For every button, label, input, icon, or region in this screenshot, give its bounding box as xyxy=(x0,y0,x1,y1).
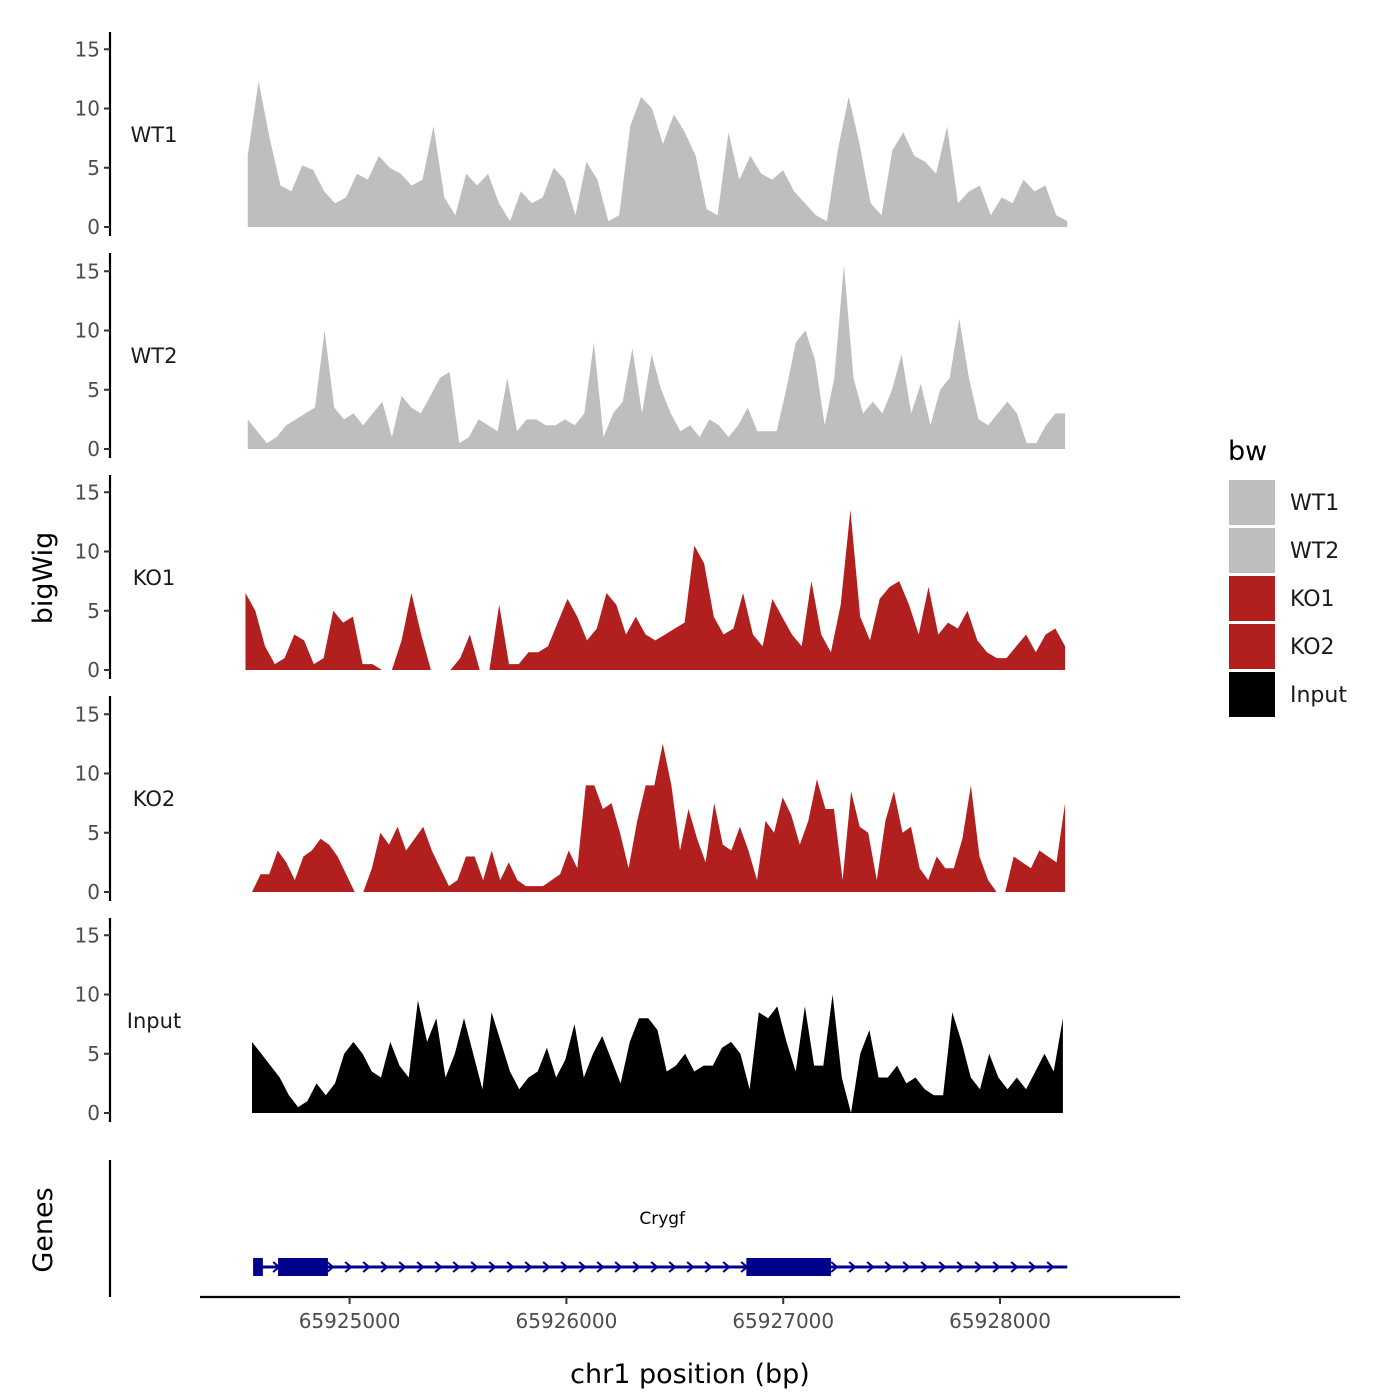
legend-key-ko2 xyxy=(1229,624,1275,669)
legend-key-input xyxy=(1229,672,1275,717)
x-axis-title: chr1 position (bp) xyxy=(570,1359,810,1390)
y-tick-label: 10 xyxy=(75,97,100,121)
strand-chevron xyxy=(830,1261,839,1273)
track-label: WT1 xyxy=(131,123,178,147)
strand-chevron xyxy=(596,1261,605,1273)
area-ko2 xyxy=(252,743,1066,892)
strand-chevron xyxy=(1046,1261,1055,1273)
strand-chevron xyxy=(578,1261,587,1273)
strand-chevron xyxy=(902,1261,911,1273)
gene-exon xyxy=(253,1258,263,1276)
strand-chevron xyxy=(866,1261,875,1273)
area-wt2 xyxy=(247,265,1066,449)
legend-label: KO2 xyxy=(1290,635,1335,660)
strand-chevron xyxy=(452,1261,461,1273)
track-label: Input xyxy=(127,1009,181,1033)
strand-chevron xyxy=(470,1261,479,1273)
gene-exon xyxy=(278,1258,328,1276)
y-tick-label: 15 xyxy=(75,702,100,726)
y-tick-label: 0 xyxy=(87,880,100,904)
strand-chevron xyxy=(956,1261,965,1273)
legend-label: KO1 xyxy=(1290,587,1335,612)
track-label: WT2 xyxy=(131,344,178,368)
y-axis-title: bigWig xyxy=(28,532,59,625)
y-tick-label: 0 xyxy=(87,658,100,682)
strand-chevron xyxy=(524,1261,533,1273)
y-tick-label: 10 xyxy=(75,983,100,1007)
x-tick-label: 65927000 xyxy=(732,1309,834,1333)
area-input xyxy=(252,994,1063,1113)
y-tick-label: 0 xyxy=(87,215,100,239)
y-tick-label: 5 xyxy=(87,1042,100,1066)
strand-chevron xyxy=(416,1261,425,1273)
strand-chevron xyxy=(614,1261,623,1273)
y-tick-label: 15 xyxy=(75,37,100,61)
track-label: KO1 xyxy=(133,566,176,590)
tracks: 0 5 10 15 WT1 0 5 10 15 WT2 0 5 10 15 KO1 0 5 10 15 KO2 0 5 10… xyxy=(75,32,1068,1125)
y-tick-label: 0 xyxy=(87,437,100,461)
y-tick-label: 0 xyxy=(87,1101,100,1125)
legend-title: bw xyxy=(1228,436,1267,467)
strand-chevron xyxy=(560,1261,569,1273)
strand-chevron xyxy=(362,1261,371,1273)
track-input: 0 5 10 15 Input xyxy=(75,918,1063,1125)
x-tick-label: 65925000 xyxy=(299,1309,401,1333)
track-ko1: 0 5 10 15 KO1 xyxy=(75,475,1066,682)
strand-chevron xyxy=(704,1261,713,1273)
strand-chevron xyxy=(686,1261,695,1273)
strand-chevron xyxy=(542,1261,551,1273)
y-tick-label: 5 xyxy=(87,599,100,623)
legend-label: WT1 xyxy=(1290,491,1339,516)
track-wt1: 0 5 10 15 WT1 xyxy=(75,32,1068,239)
strand-chevron xyxy=(668,1261,677,1273)
x-tick-label: 65926000 xyxy=(516,1309,618,1333)
strand-chevron xyxy=(506,1261,515,1273)
y-tick-label: 10 xyxy=(75,319,100,343)
y-tick-label: 5 xyxy=(87,821,100,845)
strand-chevron xyxy=(938,1261,947,1273)
legend-label: Input xyxy=(1290,683,1347,708)
x-axis: 65925000 65926000 65927000 65928000 xyxy=(200,1295,1180,1333)
area-wt1 xyxy=(247,81,1068,227)
strand-chevron xyxy=(992,1261,1001,1273)
gene-track: Crygf xyxy=(108,1160,1068,1297)
gene-exon xyxy=(746,1258,831,1276)
y-tick-label: 10 xyxy=(75,540,100,564)
y-tick-label: 5 xyxy=(87,156,100,180)
legend: bw WT1 WT2 KO1 KO2 Input xyxy=(1228,436,1347,717)
gene-track-title: Genes xyxy=(28,1187,59,1272)
track-ko2: 0 5 10 15 KO2 xyxy=(75,696,1066,904)
strand-chevron xyxy=(920,1261,929,1273)
strand-chevron xyxy=(380,1261,389,1273)
strand-chevron xyxy=(488,1261,497,1273)
legend-key-ko1 xyxy=(1229,576,1275,621)
y-tick-label: 5 xyxy=(87,378,100,402)
y-tick-label: 10 xyxy=(75,762,100,786)
strand-chevron xyxy=(884,1261,893,1273)
strand-chevron xyxy=(1010,1261,1019,1273)
strand-chevron xyxy=(632,1261,641,1273)
legend-key-wt2 xyxy=(1229,528,1275,573)
strand-chevron xyxy=(398,1261,407,1273)
legend-key-wt1 xyxy=(1229,480,1275,525)
y-tick-label: 15 xyxy=(75,923,100,947)
gene-label: Crygf xyxy=(639,1209,686,1229)
x-tick-label: 65928000 xyxy=(949,1309,1051,1333)
strand-chevron xyxy=(434,1261,443,1273)
strand-chevron xyxy=(1028,1261,1037,1273)
y-tick-label: 15 xyxy=(75,480,100,504)
strand-chevron xyxy=(650,1261,659,1273)
strand-chevron xyxy=(848,1261,857,1273)
track-wt2: 0 5 10 15 WT2 xyxy=(75,253,1066,461)
strand-chevron xyxy=(344,1261,353,1273)
y-tick-label: 15 xyxy=(75,259,100,283)
legend-label: WT2 xyxy=(1290,539,1339,564)
strand-chevron xyxy=(974,1261,983,1273)
strand-chevron xyxy=(722,1261,731,1273)
track-label: KO2 xyxy=(133,787,176,811)
strand-chevron xyxy=(326,1261,335,1273)
area-ko1 xyxy=(245,510,1066,670)
